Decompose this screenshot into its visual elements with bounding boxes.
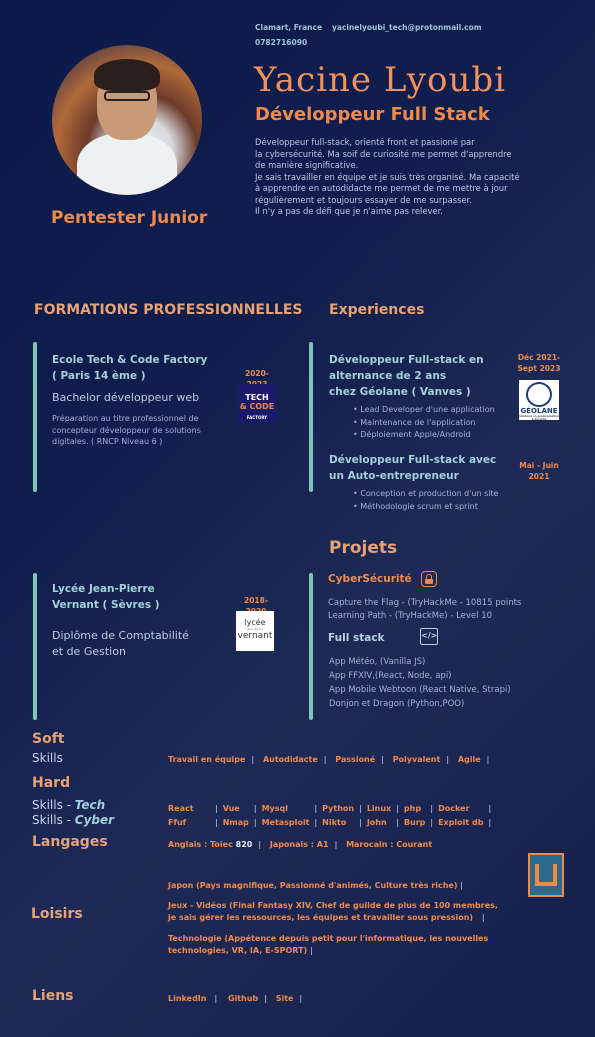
projets-heading: Projets — [329, 538, 398, 558]
experience-bar — [309, 342, 313, 492]
cyber-title: CyberSécurité — [328, 573, 412, 585]
experience-1: Développeur Full-stack en alternance de … — [329, 352, 519, 442]
geolane-logo: GÉOLANE Solutions en géolocalisation & S… — [519, 380, 559, 421]
soft-skills: Travail en équipe | Autodidacte | Passioné… — [168, 755, 490, 764]
full-name: Yacine Lyoubi — [254, 60, 507, 100]
experience-1-date: Déc 2021- Sept 2023 — [517, 353, 561, 373]
langages-heading: Langages — [32, 834, 108, 850]
fullstack-lines: App Météo, (Vanilla JS) App FFXIV,(React… — [329, 657, 511, 709]
skills-tech-label: Skills - Tech — [32, 798, 106, 812]
linkedin-link[interactable]: LinkedIn — [168, 994, 207, 1003]
loisirs-item-3: Technologie (Appétence depuis petit pour… — [168, 934, 489, 955]
bio: Développeur full-stack, orienté front et… — [255, 137, 520, 216]
location: Clamart, France — [255, 23, 323, 32]
fullstack-title: Full stack — [328, 632, 385, 644]
formation-2: Lycée Jean-Pierre Vernant ( Sèvres ) Dip… — [52, 583, 189, 658]
tagline: Pentester Junior — [51, 208, 208, 228]
experience-2-date: Mai - Juin 2021 — [519, 461, 559, 481]
experiences-heading: Experiences — [329, 302, 425, 318]
lycee-vernant-logo: lycée Jean-Pierre vernant — [236, 611, 274, 651]
hard-heading: Hard — [32, 775, 71, 791]
langages-list: Anglais : Toiec 820 | Japonais : A1 | Maro… — [168, 840, 433, 849]
code-icon: </> — [420, 628, 438, 645]
liens-heading: Liens — [32, 988, 74, 1004]
job-title: Développeur Full Stack — [255, 104, 490, 125]
site-link[interactable]: Site — [275, 994, 294, 1003]
formations-heading: FORMATIONS PROFESSIONNELLES — [34, 302, 303, 318]
brand-y-logo — [528, 853, 564, 897]
formation-bar-2 — [33, 573, 37, 720]
email[interactable]: yacinelyoubi_tech@protonmail.com — [332, 23, 482, 32]
cyber-lines: Capture the Flag - (TryHackMe - 10815 po… — [328, 598, 522, 621]
projets-bar — [309, 573, 313, 720]
hard-skills-grid: React | Vue | Mysql | Python | Linux | php | D… — [168, 803, 492, 827]
loisirs-heading: Loisirs — [31, 906, 83, 922]
profile-photo — [52, 45, 202, 195]
skills-cyber-label: Skills - Cyber — [32, 813, 115, 827]
liens-list: LinkedIn | Github | Site | — [168, 994, 303, 1003]
github-link[interactable]: Github — [227, 994, 259, 1003]
formation-bar — [33, 342, 37, 492]
lock-icon — [421, 571, 437, 587]
experience-2: Développeur Full-stack avec un Auto-entr… — [329, 452, 519, 513]
soft-heading: Soft — [32, 731, 65, 747]
tech-code-factory-logo: TECH & CODE FACTORY — [238, 384, 276, 422]
loisirs-item-1: Japon (Pays magnifique, Passionné d'anim… — [168, 881, 463, 890]
soft-sub: Skills — [32, 751, 63, 765]
formation-1: Ecole Tech & Code Factory ( Paris 14 ème… — [52, 354, 208, 446]
loisirs-item-2: Jeux - Vidéos (Final Fantasy XIV, Chef d… — [168, 901, 498, 922]
phone[interactable]: 0782716090 — [255, 38, 308, 47]
